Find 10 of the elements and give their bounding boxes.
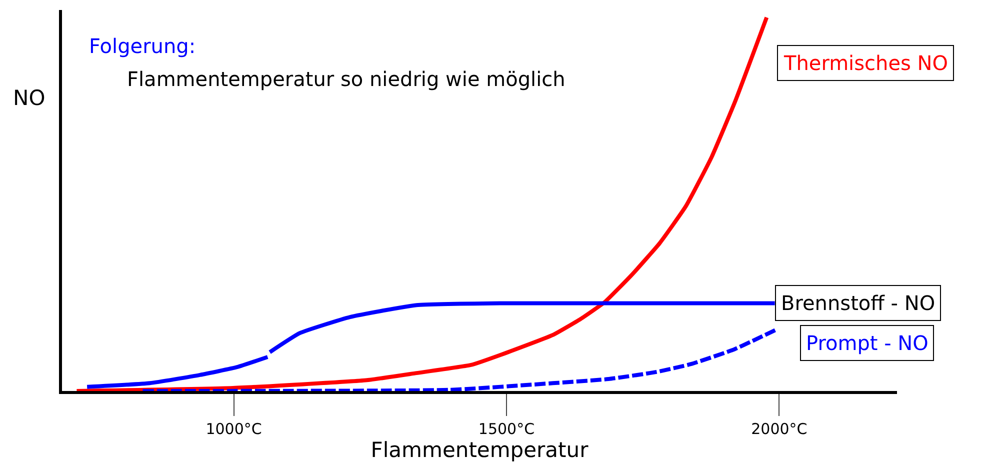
y-axis-title: NO [13,86,46,110]
x-tick-label: 1500°C [478,420,535,438]
text: Folgerung: [89,34,196,58]
x-tick-label: 1000°C [206,420,262,438]
x-axis-title: Flammentemperatur [370,438,589,462]
series-label: Brennstoff - NO [781,291,936,315]
series-label: Prompt - NO [806,331,928,355]
x-tick-label: 2000°C [751,420,808,438]
text: Flammentemperatur so niedrig wie möglich [127,67,566,91]
series-label: Thermisches NO [783,51,948,75]
